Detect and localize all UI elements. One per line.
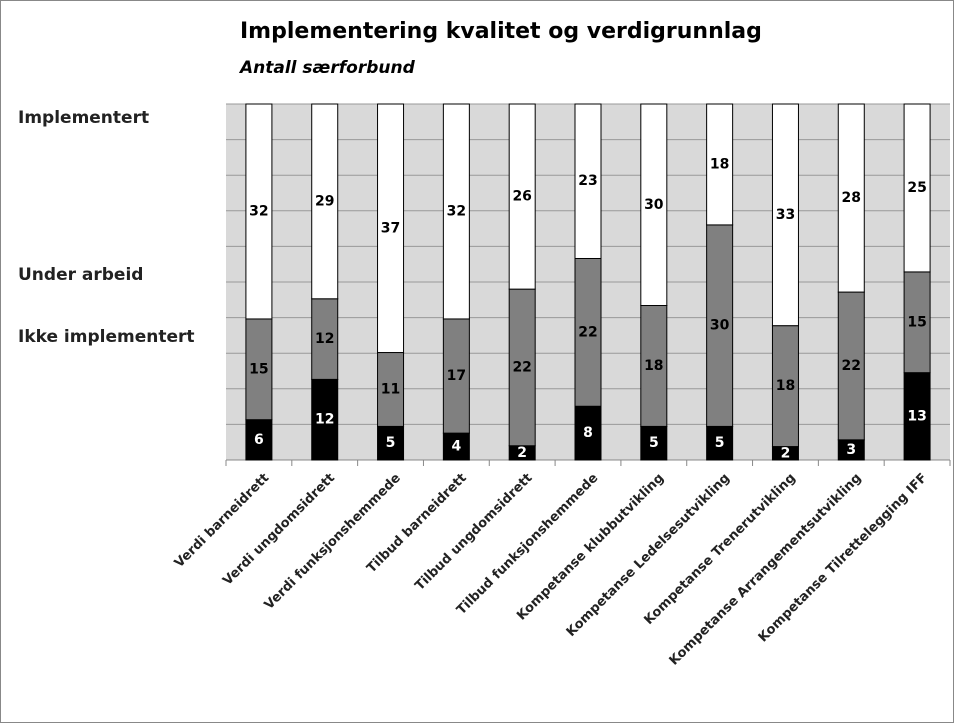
bar-segment (311, 298, 339, 380)
bar-segment (837, 291, 865, 441)
bar-segment (706, 425, 734, 461)
value-label: 26 (512, 189, 531, 205)
bar-segment (706, 103, 734, 226)
value-label: 3 (846, 442, 856, 458)
value-label: 23 (578, 173, 597, 189)
value-label: 15 (249, 361, 268, 377)
value-label: 29 (315, 193, 334, 209)
value-label: 5 (386, 435, 396, 451)
value-label: 22 (512, 359, 531, 375)
bar-segment (245, 318, 273, 421)
value-label: 18 (644, 358, 663, 374)
bar-segment (442, 432, 470, 461)
bar-segment (245, 419, 273, 461)
bar-segment (245, 103, 273, 320)
bar-segment (903, 103, 931, 273)
bar-segment (640, 103, 668, 307)
bar-segment (640, 305, 668, 427)
bar-segment (442, 103, 470, 320)
bar-segment (903, 372, 931, 461)
value-label: 15 (907, 314, 926, 330)
legend-label: Ikke implementert (18, 327, 195, 347)
value-label: 30 (710, 318, 730, 334)
legend-label: Implementert (18, 108, 149, 128)
value-label: 33 (776, 207, 795, 223)
value-label: 13 (907, 408, 926, 424)
bar-segment (377, 352, 405, 427)
value-label: 2 (517, 445, 527, 461)
value-label: 5 (649, 435, 659, 451)
value-label: 12 (315, 331, 334, 347)
value-label: 5 (715, 435, 725, 451)
value-label: 11 (381, 381, 400, 397)
bar-segment (837, 103, 865, 293)
value-label: 17 (447, 368, 466, 384)
value-label: 4 (451, 439, 461, 455)
value-label: 28 (842, 190, 861, 206)
value-label: 30 (644, 197, 664, 213)
value-label: 2 (781, 445, 791, 461)
value-label: 22 (578, 324, 597, 340)
value-label: 37 (381, 220, 400, 236)
value-label: 22 (842, 358, 861, 374)
bar-segment (508, 103, 536, 290)
value-label: 32 (447, 203, 466, 219)
bar-segment (574, 405, 602, 461)
bar-segment (377, 425, 405, 461)
bar-segment (771, 103, 799, 327)
value-label: 18 (776, 378, 795, 394)
chart-title: Implementering kvalitet og verdigrunnlag (240, 19, 762, 44)
value-label: 18 (710, 156, 729, 172)
bar-segment (311, 378, 339, 461)
value-label: 25 (907, 180, 926, 196)
value-label: 6 (254, 432, 264, 448)
bar-segment (311, 103, 339, 300)
value-label: 32 (249, 203, 268, 219)
bar-segment (574, 103, 602, 259)
bar-segment (574, 257, 602, 407)
value-label: 12 (315, 412, 334, 428)
value-label: 8 (583, 425, 593, 441)
bar-segment (771, 325, 799, 448)
bar-segment (377, 103, 405, 354)
bar-segment (706, 224, 734, 427)
bar-segment (640, 425, 668, 461)
chart-subtitle: Antall særforbund (238, 58, 416, 78)
legend-label: Under arbeid (18, 265, 143, 285)
